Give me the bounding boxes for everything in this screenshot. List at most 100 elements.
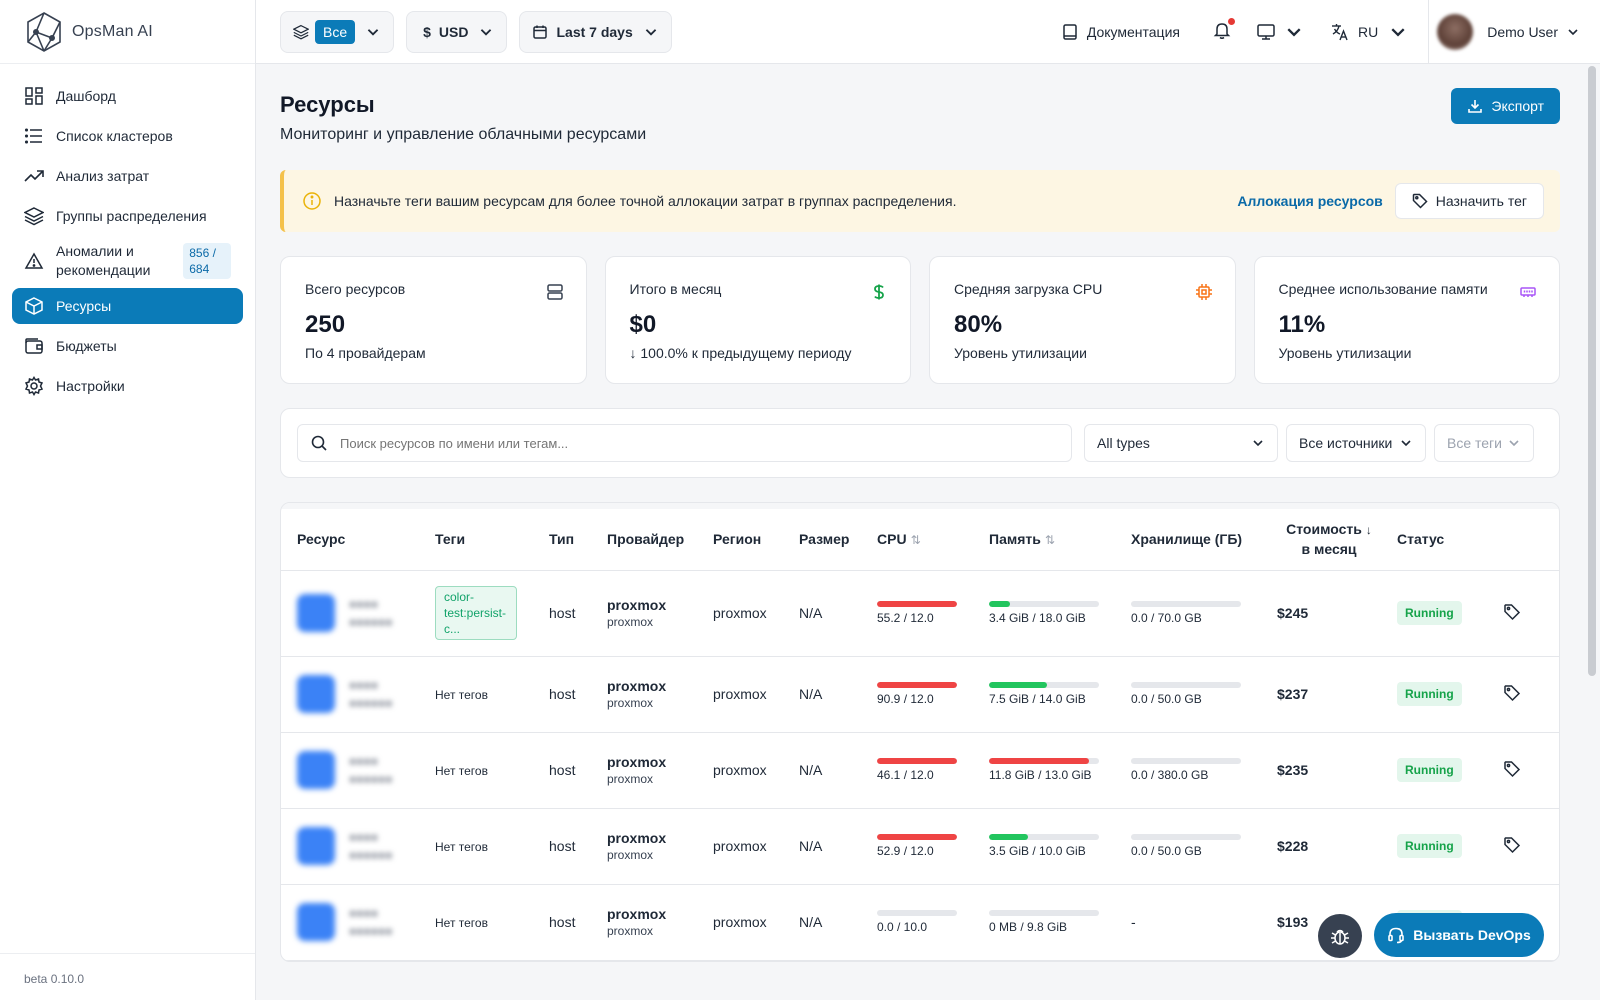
sidebar-item-label: Анализ затрат (56, 168, 150, 184)
resource-cell[interactable]: ●●●● ●●●●●● (281, 656, 427, 733)
col-tags: Теги (427, 503, 541, 571)
user-menu[interactable]: Demo User (1428, 0, 1600, 64)
sidebar-item-label: Аномалии и рекомендации (56, 243, 151, 278)
size-cell: N/A (791, 570, 869, 657)
col-status: Статус (1389, 503, 1495, 571)
stat-avg-cpu: Средняя загрузка CPU 80% Уровень утилиза… (929, 256, 1236, 384)
chevron-down-icon (481, 28, 492, 36)
chevron-down-icon (645, 28, 656, 36)
sidebar-divider (0, 953, 255, 954)
page-scrollbar[interactable] (1588, 66, 1596, 676)
table-row[interactable]: ●●●● ●●●●●● Нет тегов host proxmox proxmox pro… (281, 656, 1559, 733)
scope-selector[interactable]: Все (280, 10, 395, 53)
anomalies-count-badge: 856 / 684 (183, 243, 231, 279)
download-icon (1468, 100, 1483, 113)
resource-cell[interactable]: ●●●● ●●●●●● (281, 732, 427, 809)
app-logo[interactable]: OpsMan AI (0, 0, 255, 64)
currency-value: USD (438, 23, 469, 40)
col-resource[interactable]: Ресурс (281, 503, 427, 571)
type-cell: host (541, 808, 599, 885)
sidebar-item-clusters[interactable]: Список кластеров (12, 118, 243, 154)
export-button[interactable]: Экспорт (1451, 88, 1560, 124)
sidebar-item-settings[interactable]: Настройки (12, 368, 243, 404)
sidebar-item-budgets[interactable]: Бюджеты (12, 328, 243, 364)
resource-icon (297, 751, 335, 789)
memory-bar-fill (989, 834, 1028, 840)
docs-label: Документация (1086, 23, 1180, 40)
type-filter[interactable]: All types (1084, 424, 1278, 462)
trend-icon (24, 166, 44, 186)
sidebar: OpsMan AI Дашборд Список кластеров Анали… (0, 0, 256, 1000)
stat-value: 80% (954, 311, 1003, 338)
sidebar-item-cost-analysis[interactable]: Анализ затрат (12, 158, 243, 194)
tag-icon (1504, 684, 1521, 701)
region-cell: proxmox (705, 884, 791, 961)
call-devops-button[interactable]: Вызвать DevOps (1374, 913, 1544, 957)
cpu-bar-fill (877, 834, 957, 840)
stat-total-resources: Всего ресурсов 250 По 4 провайдерам (280, 256, 587, 384)
provider-cell: proxmox proxmox (599, 570, 705, 657)
storage-cell: 0.0 / 50.0 GB (1123, 656, 1269, 733)
resource-icon (297, 675, 335, 713)
type-cell: host (541, 656, 599, 733)
avatar (1437, 13, 1474, 50)
alert-text: Назначьте теги вашим ресурсам для более … (334, 193, 957, 209)
status-badge: Running (1397, 834, 1462, 858)
sidebar-item-anomalies[interactable]: Аномалии и рекомендации 856 / 684 (12, 238, 243, 284)
chevron-down-icon (1253, 440, 1263, 447)
sidebar-item-allocation-groups[interactable]: Группы распределения (12, 198, 243, 234)
cost-cell: $228 (1269, 808, 1389, 885)
memory-bar (989, 758, 1099, 764)
resource-allocation-link[interactable]: Аллокация ресурсов (1237, 193, 1383, 209)
chevron-down-icon (1568, 28, 1578, 35)
export-label: Экспорт (1491, 98, 1544, 114)
col-cost-line2: в месяц (1301, 540, 1357, 557)
tags-cell: Нет тегов (427, 732, 541, 809)
col-cpu[interactable]: CPU ⇅ (869, 503, 981, 571)
resource-tag[interactable]: color-test:persist-c... (435, 586, 517, 640)
period-selector[interactable]: Last 7 days (519, 10, 672, 53)
stat-label: Средняя загрузка CPU (954, 281, 1103, 297)
tags-filter[interactable]: Все теги (1434, 424, 1534, 462)
cpu-value: 52.9 / 12.0 (877, 844, 934, 858)
memory-cell: 7.5 GiB / 14.0 GiB (981, 656, 1123, 733)
cpu-bar-fill (877, 758, 957, 764)
table-body: ●●●● ●●●●●● color-test:persist-c... host pro… (281, 570, 1559, 961)
notifications-button[interactable] (1212, 18, 1235, 43)
search-box[interactable] (297, 424, 1072, 462)
docs-link[interactable]: Документация (1061, 23, 1180, 41)
assign-tag-button[interactable]: Назначить тег (1394, 183, 1544, 219)
table-row[interactable]: ●●●● ●●●●●● Нет тегов host proxmox proxmox pro… (281, 884, 1559, 961)
actions-cell[interactable] (1495, 732, 1559, 809)
table-row[interactable]: ●●●● ●●●●●● color-test:persist-c... host pro… (281, 570, 1559, 657)
col-memory[interactable]: Память ⇅ (981, 503, 1123, 571)
server-icon (546, 284, 563, 300)
memory-cell: 3.5 GiB / 10.0 GiB (981, 808, 1123, 885)
display-selector[interactable] (1256, 22, 1304, 42)
sidebar-item-dashboard[interactable]: Дашборд (12, 78, 243, 114)
cube-icon (24, 296, 44, 316)
sidebar-item-resources[interactable]: Ресурсы (12, 288, 243, 324)
resource-cell[interactable]: ●●●● ●●●●●● (281, 570, 427, 657)
table-row[interactable]: ●●●● ●●●●●● Нет тегов host proxmox proxmox pro… (281, 732, 1559, 809)
provider-name: proxmox (607, 754, 667, 770)
source-filter[interactable]: Все источники (1286, 424, 1426, 462)
status-cell: Running (1389, 732, 1495, 809)
table-row[interactable]: ●●●● ●●●●●● Нет тегов host proxmox proxmox pro… (281, 808, 1559, 885)
no-tags-text: Нет тегов (435, 764, 488, 778)
actions-cell[interactable] (1495, 570, 1559, 657)
stat-label: Всего ресурсов (305, 281, 406, 297)
chevron-down-icon (1509, 440, 1519, 447)
language-value: RU (1357, 23, 1379, 40)
resource-cell[interactable]: ●●●● ●●●●●● (281, 808, 427, 885)
actions-cell[interactable] (1495, 656, 1559, 733)
app-name: OpsMan AI (72, 22, 153, 40)
search-input[interactable] (340, 435, 1059, 451)
language-selector[interactable]: RU (1330, 22, 1408, 42)
resource-icon (297, 827, 335, 865)
col-monthly-cost[interactable]: Стоимость ↓ в месяц (1269, 503, 1389, 571)
actions-cell[interactable] (1495, 808, 1559, 885)
report-bug-button[interactable] (1318, 914, 1362, 958)
currency-selector[interactable]: $ USD (406, 10, 508, 53)
resource-cell[interactable]: ●●●● ●●●●●● (281, 884, 427, 961)
